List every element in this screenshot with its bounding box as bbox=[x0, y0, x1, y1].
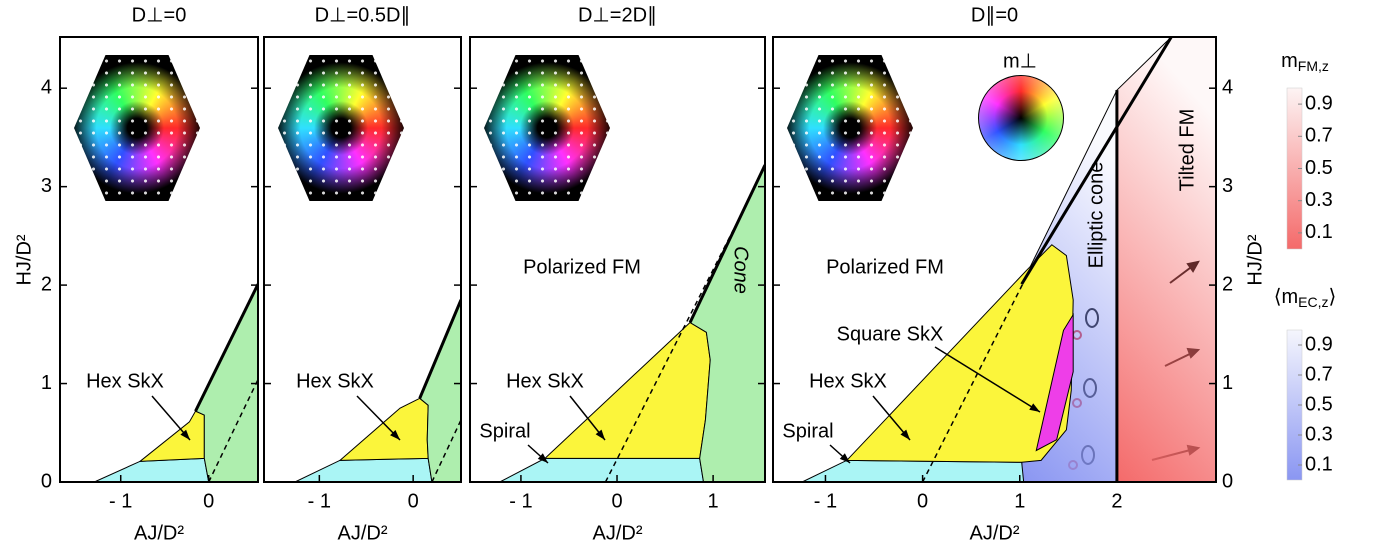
colorbar-label: mFM,z bbox=[1281, 50, 1329, 73]
y2-tick-label: 3 bbox=[1222, 175, 1233, 197]
x-tick-label: - 1 bbox=[814, 490, 837, 512]
colorbar-label-part: ⟩ bbox=[1329, 286, 1337, 308]
x-tick-label: 0 bbox=[611, 490, 622, 512]
region-label: Spiral bbox=[479, 420, 530, 442]
figure: - 1 0 0 1 2 3 4 D⊥=0 AJ/D² HJ/D² Hex SkX - 1 0 D⊥=0.5… bbox=[0, 0, 1374, 552]
y2-tick-label: 0 bbox=[1222, 470, 1233, 492]
panel-title: D⊥=0 bbox=[132, 4, 187, 26]
colorbar-tick-label: 0.1 bbox=[1305, 221, 1333, 243]
x-tick-label: 0 bbox=[917, 490, 928, 512]
y2-tick-label: 2 bbox=[1222, 273, 1233, 295]
colorbar-tick-label: 0.5 bbox=[1305, 157, 1333, 179]
x-axis-label: AJ/D² bbox=[593, 522, 643, 544]
phase-region bbox=[94, 458, 208, 482]
region-label: Hex SkX bbox=[296, 370, 374, 392]
colorbar-tick-label: 0.5 bbox=[1305, 393, 1333, 415]
region-label: Hex SkX bbox=[86, 370, 164, 392]
x-axis-label: AJ/D² bbox=[970, 522, 1020, 544]
colorbar-tick-label: 0.9 bbox=[1305, 92, 1333, 114]
colorbar-label: ⟨mEC,z⟩ bbox=[1274, 286, 1337, 309]
region-label: Tilted FM bbox=[1176, 109, 1198, 192]
x-axis-label: AJ/D² bbox=[134, 522, 184, 544]
colorbar-tick-label: 0.7 bbox=[1305, 363, 1333, 385]
x-tick-label: 0 bbox=[203, 490, 214, 512]
x-tick-label: - 1 bbox=[109, 490, 132, 512]
phase-region bbox=[802, 460, 1024, 482]
plot-area bbox=[500, 165, 765, 482]
colorbar-label-part: FM,z bbox=[1298, 58, 1329, 74]
panel-title: D⊥=2D∥ bbox=[578, 4, 657, 26]
colorbar-tick-label: 0.3 bbox=[1305, 189, 1333, 211]
y-tick-label: 3 bbox=[41, 175, 52, 197]
y-tick-label: 0 bbox=[41, 470, 52, 492]
colorbar-tick-label: 0.7 bbox=[1305, 125, 1333, 147]
region-label: Elliptic cone bbox=[1085, 162, 1107, 269]
colorbar-label-part: m bbox=[1281, 50, 1298, 72]
x-tick-label: 1 bbox=[1014, 490, 1025, 512]
phase-region bbox=[500, 458, 704, 482]
region-label: Spiral bbox=[782, 420, 833, 442]
x-tick-label: - 1 bbox=[509, 490, 532, 512]
phase-region bbox=[295, 458, 432, 482]
x-tick-label: 1 bbox=[708, 490, 719, 512]
x-tick-label: 0 bbox=[408, 490, 419, 512]
region-label: Square SkX bbox=[837, 323, 944, 345]
y2-tick-label: 4 bbox=[1222, 76, 1233, 98]
y-tick-label: 4 bbox=[41, 76, 52, 98]
chart: - 1 0 0 1 2 3 4 D⊥=0 AJ/D² HJ/D² Hex SkX - 1 0 D⊥=0.5… bbox=[0, 0, 1374, 552]
color-wheel bbox=[978, 75, 1064, 161]
colorbar-tick-label: 0.9 bbox=[1305, 333, 1333, 355]
x-axis-label: AJ/D² bbox=[338, 522, 388, 544]
colorbar-label-part: ⟨m bbox=[1274, 286, 1298, 308]
region-label: Polarized FM bbox=[523, 256, 641, 278]
colorbar-label-part: EC,z bbox=[1298, 294, 1328, 310]
y-tick-label: 2 bbox=[41, 273, 52, 295]
x-tick-label: 2 bbox=[1111, 490, 1122, 512]
region-label: Hex SkX bbox=[809, 370, 887, 392]
x-tick-label: - 1 bbox=[308, 490, 331, 512]
y2-axis-label: HJ/D² bbox=[1244, 234, 1266, 285]
region-label: Hex SkX bbox=[506, 370, 584, 392]
y2-tick-label: 1 bbox=[1222, 372, 1233, 394]
phase-region bbox=[196, 284, 258, 482]
panel-title: D∥=0 bbox=[971, 4, 1018, 26]
panel-title: D⊥=0.5D∥ bbox=[315, 4, 411, 26]
colorbar-tick-label: 0.3 bbox=[1305, 423, 1333, 445]
y-tick-label: 1 bbox=[41, 372, 52, 394]
region-label: Polarized FM bbox=[826, 256, 944, 278]
phase-region bbox=[340, 398, 428, 460]
y-axis-label: HJ/D² bbox=[13, 234, 35, 285]
region-label: Cone bbox=[730, 246, 752, 294]
colorbar-tick-label: 0.1 bbox=[1305, 453, 1333, 475]
region-label: m⊥ bbox=[1003, 50, 1037, 72]
